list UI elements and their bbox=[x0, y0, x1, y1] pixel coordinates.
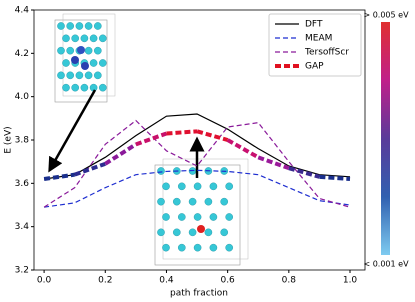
x-tick-label: 1.0 bbox=[343, 276, 358, 286]
atom-special bbox=[81, 62, 89, 70]
series-line bbox=[44, 169, 351, 208]
atom bbox=[157, 228, 165, 237]
y-tick-label: 3.8 bbox=[15, 136, 30, 146]
x-tick-label: 0.8 bbox=[282, 276, 297, 286]
atom bbox=[71, 83, 79, 92]
atom bbox=[84, 71, 93, 80]
line-segment bbox=[257, 155, 290, 171]
line-segment bbox=[135, 131, 168, 147]
atom bbox=[62, 34, 70, 43]
inset-box bbox=[54, 19, 108, 103]
atom bbox=[220, 197, 228, 206]
line-segment bbox=[288, 166, 320, 179]
x-tick-label: 0.2 bbox=[98, 276, 112, 286]
atom bbox=[225, 182, 233, 191]
atom bbox=[209, 182, 218, 191]
legend-label: MEAM bbox=[305, 34, 332, 44]
atom bbox=[75, 71, 84, 80]
atom bbox=[188, 197, 197, 206]
atom bbox=[94, 71, 102, 80]
line-segment bbox=[226, 138, 260, 160]
line-segment bbox=[196, 129, 229, 142]
atom bbox=[225, 243, 233, 252]
atom bbox=[177, 182, 186, 191]
atom bbox=[89, 59, 98, 67]
atom bbox=[162, 182, 170, 191]
structure-inset bbox=[54, 13, 116, 103]
atom bbox=[62, 59, 70, 67]
atom bbox=[209, 213, 218, 221]
y-tick-label: 3.6 bbox=[15, 179, 30, 189]
atom bbox=[94, 46, 102, 55]
series-line bbox=[44, 113, 351, 180]
atom bbox=[172, 197, 181, 206]
atom bbox=[57, 71, 65, 80]
atom bbox=[193, 182, 202, 191]
atom bbox=[66, 46, 74, 55]
x-axis-label: path fraction bbox=[170, 289, 228, 299]
atom bbox=[99, 59, 107, 67]
legend-box bbox=[268, 13, 362, 77]
atom bbox=[157, 197, 165, 206]
inset-box-back bbox=[162, 158, 249, 260]
atom bbox=[193, 243, 202, 252]
atom bbox=[57, 22, 65, 30]
legend-label: GAP bbox=[305, 62, 324, 72]
atom bbox=[99, 83, 107, 92]
inset-box-back bbox=[62, 13, 116, 97]
atom bbox=[57, 46, 65, 55]
atom bbox=[172, 228, 181, 237]
y-axis-label: E (eV) bbox=[4, 126, 14, 153]
atom bbox=[204, 197, 213, 206]
line-segment bbox=[43, 172, 75, 181]
atom bbox=[94, 22, 102, 30]
line-segment bbox=[74, 161, 106, 177]
x-tick-label: 0.6 bbox=[220, 276, 235, 286]
atom bbox=[177, 213, 186, 221]
atom bbox=[80, 34, 89, 43]
atom bbox=[162, 213, 170, 221]
atom bbox=[225, 213, 233, 221]
x-tick-label: 0.4 bbox=[159, 276, 174, 286]
atom bbox=[162, 243, 170, 252]
atom bbox=[188, 228, 197, 237]
line-segment bbox=[166, 129, 198, 136]
atom bbox=[220, 228, 228, 237]
atom bbox=[99, 34, 107, 43]
colorbar-min-label: < 0.001 eV bbox=[363, 260, 409, 269]
atom bbox=[62, 83, 70, 92]
atom bbox=[84, 22, 93, 30]
atom bbox=[193, 213, 202, 221]
atom-special bbox=[197, 225, 205, 233]
structure-inset bbox=[154, 158, 249, 266]
x-tick-label: 0.0 bbox=[37, 276, 52, 286]
legend-label: DFT bbox=[305, 20, 323, 30]
atom bbox=[80, 83, 89, 92]
atom bbox=[157, 167, 165, 175]
atom bbox=[209, 243, 218, 252]
atom bbox=[204, 228, 213, 237]
y-tick-label: 3.4 bbox=[15, 222, 30, 232]
atom bbox=[66, 22, 74, 30]
atom bbox=[89, 34, 98, 43]
atom bbox=[177, 243, 186, 252]
y-tick-label: 4.4 bbox=[15, 6, 30, 16]
y-tick-label: 4.2 bbox=[15, 49, 29, 59]
atom bbox=[66, 71, 74, 80]
legend-label: TersoffScr bbox=[304, 48, 349, 58]
y-tick-label: 4.0 bbox=[15, 92, 30, 102]
arrow bbox=[48, 89, 97, 173]
colorbar bbox=[381, 22, 390, 255]
atom bbox=[75, 22, 84, 30]
line-segment bbox=[319, 174, 351, 181]
atom-special bbox=[77, 46, 85, 54]
y-tick-label: 3.2 bbox=[15, 266, 29, 276]
colorbar-max-label: > 0.005 eV bbox=[363, 11, 409, 20]
atom-special bbox=[71, 56, 79, 64]
line-segment bbox=[104, 142, 137, 166]
atom bbox=[71, 34, 79, 43]
atom bbox=[84, 46, 93, 55]
